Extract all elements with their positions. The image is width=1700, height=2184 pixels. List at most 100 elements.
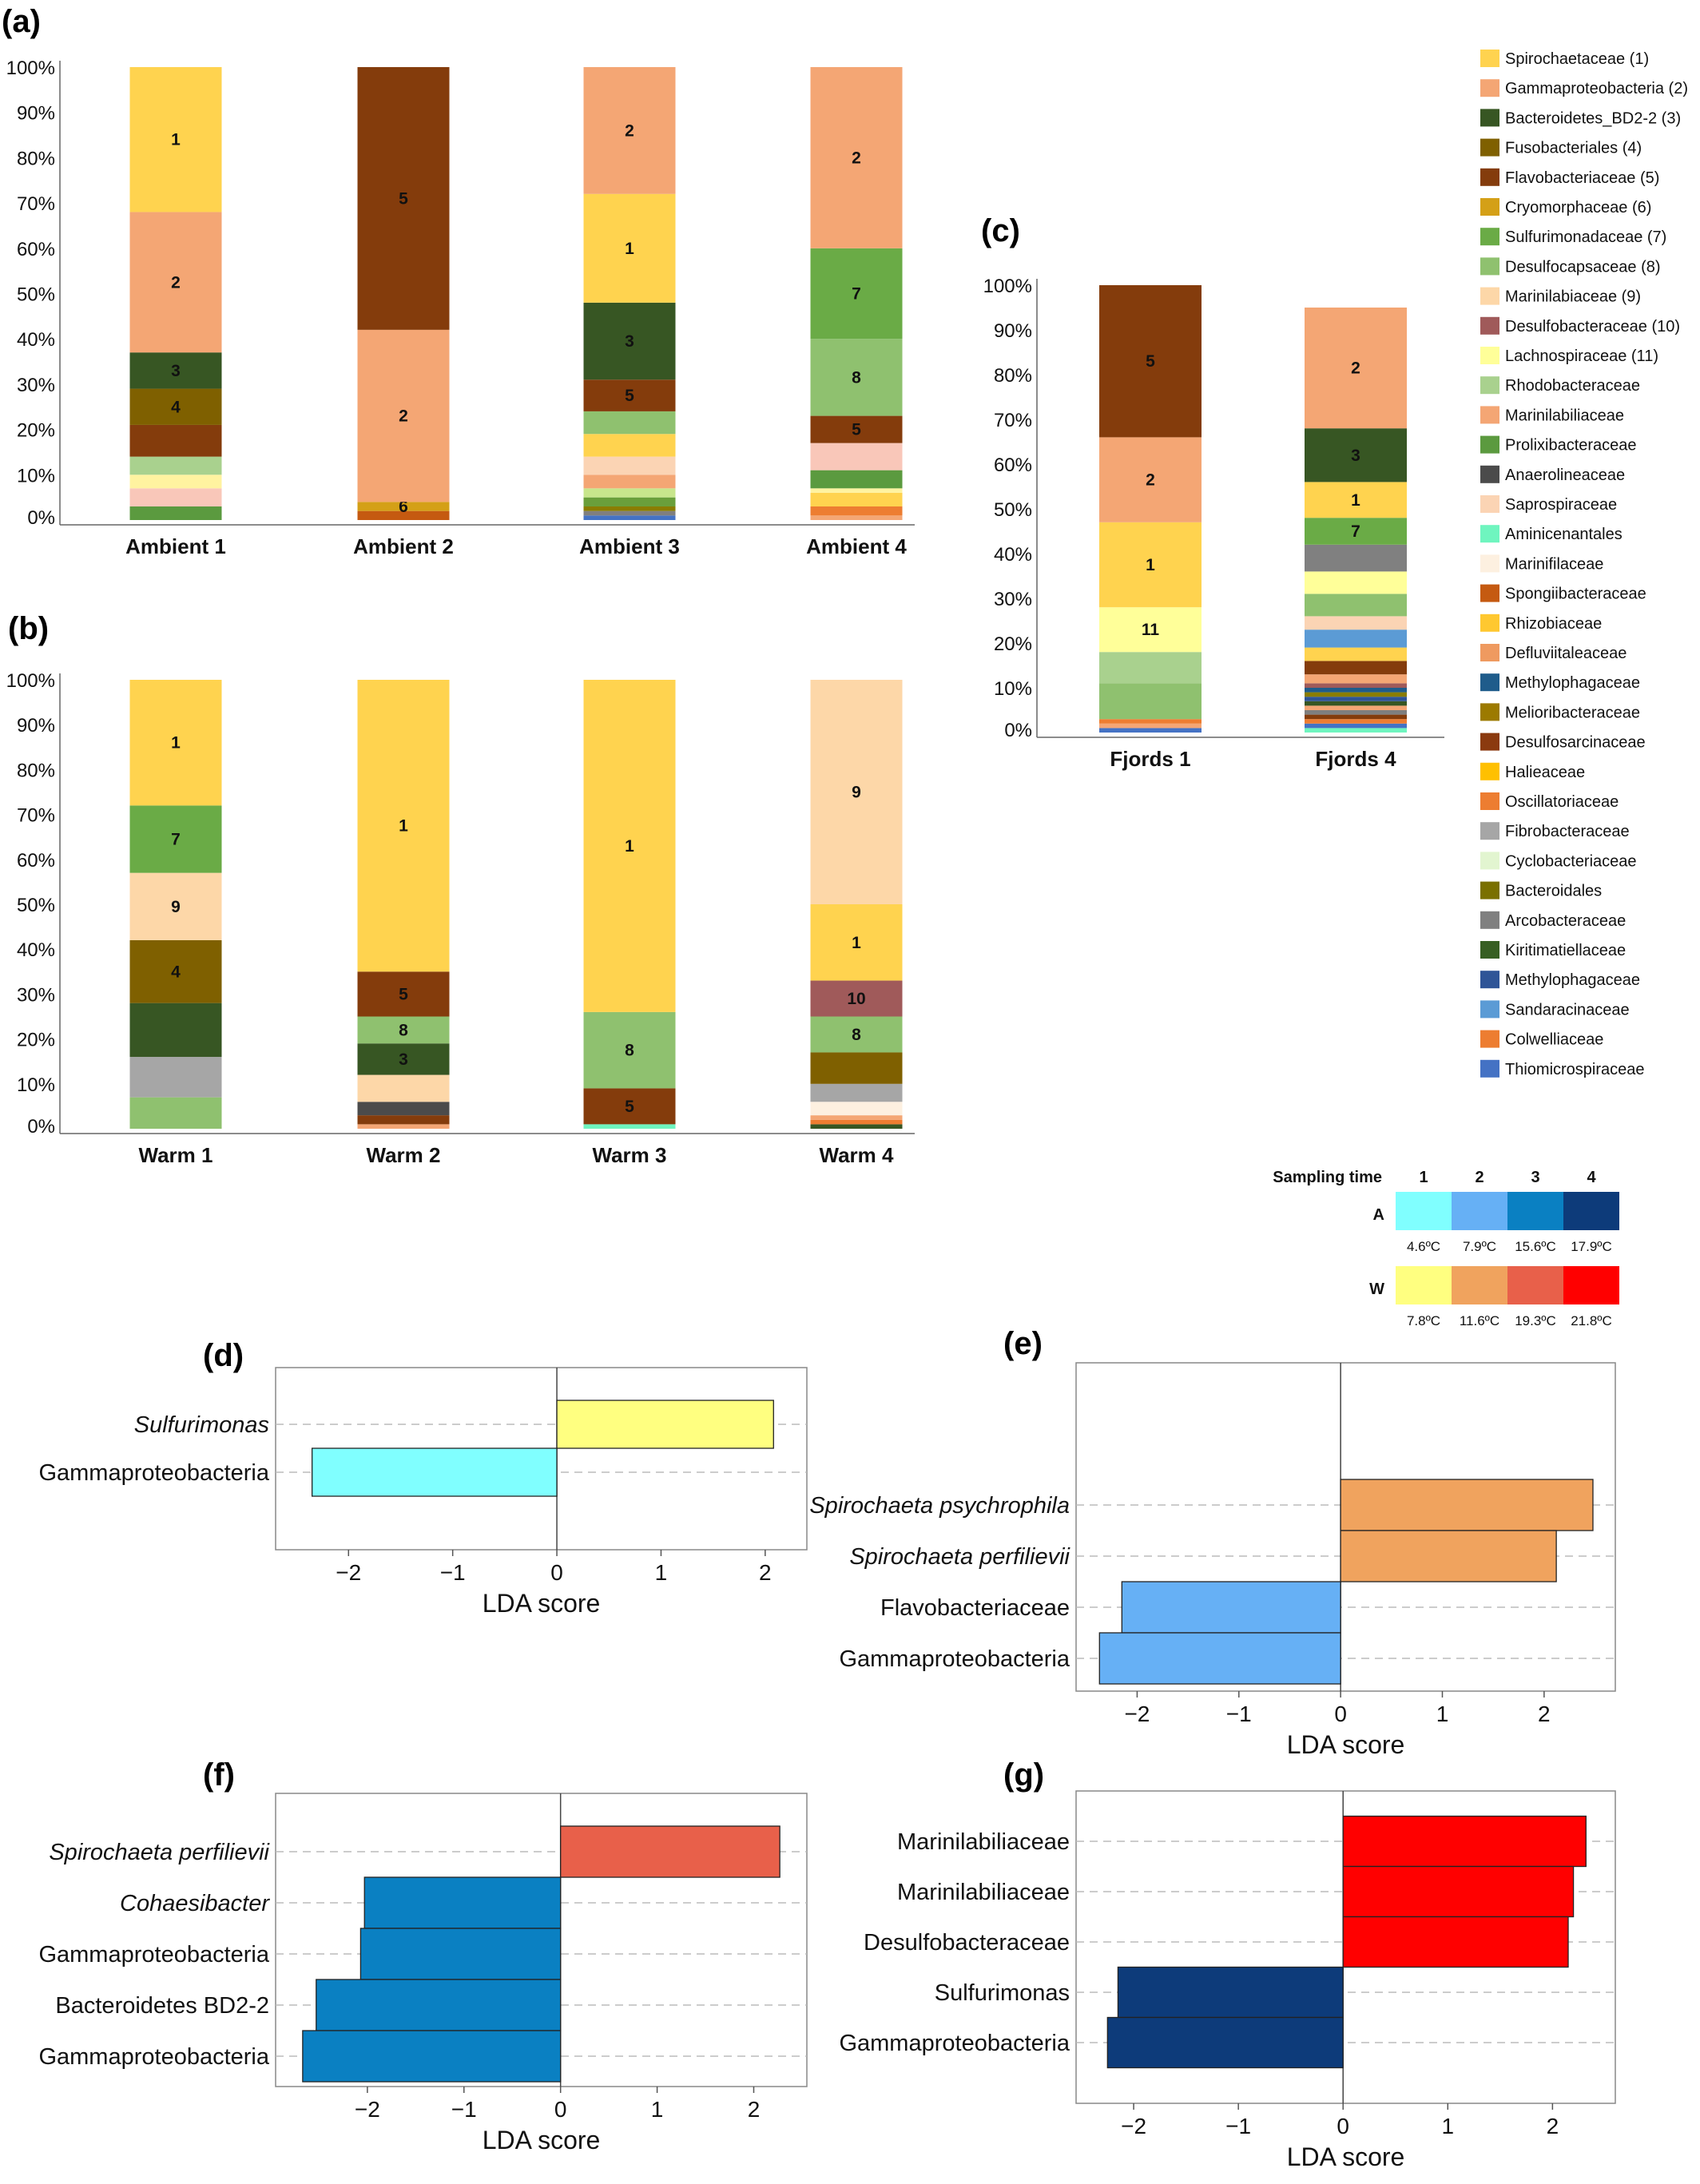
x-tick-label: 2 — [748, 2097, 761, 2122]
lda-chart-g: Marinilabiliaceae Marinilabiliaceae Desulf… — [839, 1790, 1616, 2171]
sampling-temperature: 17.9ºC — [1571, 1239, 1612, 1254]
y-tick-label: 10% — [17, 1074, 55, 1096]
y-tick-label: 30% — [994, 589, 1032, 610]
segment-label: 1 — [171, 734, 181, 752]
segment-label: 11 — [1142, 621, 1160, 639]
bar-segment — [1099, 683, 1202, 720]
segment-label: 8 — [399, 1021, 408, 1039]
bar-segment — [129, 352, 222, 389]
bar-segment — [1099, 607, 1202, 653]
legend-swatch — [1480, 881, 1499, 899]
legend-swatch — [1480, 287, 1499, 305]
y-tick-label: 40% — [17, 329, 55, 351]
legend-entry: Prolixibacteraceae — [1505, 437, 1637, 455]
category-label: Warm 2 — [367, 1143, 441, 1167]
legend-entry: Spirochaetaceae (1) — [1505, 50, 1649, 68]
x-tick-label: 1 — [655, 1560, 668, 1585]
lda-bar — [1342, 1865, 1575, 1918]
legend-swatch — [1480, 554, 1499, 573]
legend-entry: Sandaracinaceae — [1505, 1001, 1630, 1019]
segment-label: 3 — [625, 332, 634, 351]
category-label: Warm 1 — [139, 1143, 213, 1167]
sampling-color-cell — [1563, 1266, 1619, 1304]
lda-bar — [1106, 2016, 1344, 2069]
x-tick-label: 2 — [1538, 1702, 1551, 1726]
sampling-color-cell — [1396, 1192, 1452, 1230]
lda-bar — [363, 1876, 562, 1929]
segment-label: 2 — [171, 273, 181, 292]
segment-label: 9 — [852, 784, 861, 802]
bar-segment — [1099, 437, 1202, 522]
legend-entry: Methylophagaceae — [1505, 971, 1640, 989]
sampling-temperature: 11.6ºC — [1460, 1313, 1499, 1328]
lda-bar — [1340, 1530, 1557, 1582]
bar-segment — [1305, 701, 1407, 706]
legend-swatch — [1480, 495, 1499, 513]
bar-segment — [810, 980, 903, 1017]
legend-swatch — [1480, 1000, 1499, 1019]
legend-swatch — [1480, 703, 1499, 721]
sampling-row-label: A — [1373, 1206, 1384, 1224]
legend-swatch — [1480, 79, 1499, 97]
lda-chart-d: Sulfurimonas Gammaproteobacteria −2 −1 0 1 2 LD… — [38, 1367, 808, 1618]
x-tick-label: −1 — [440, 1560, 466, 1585]
bar-segment — [1305, 674, 1407, 684]
legend-entry: Cyclobacteriaceae — [1505, 852, 1637, 870]
segment-label: 5 — [399, 189, 408, 208]
lda-bar-label: Gammaproteobacteria — [839, 2031, 1070, 2056]
legend-swatch — [1480, 614, 1499, 632]
legend-swatch — [1480, 406, 1499, 424]
y-tick-label: 100% — [6, 58, 55, 79]
y-tick-label: 40% — [994, 544, 1032, 566]
legend-entry: Anaerolineaceae — [1505, 467, 1625, 484]
bar-segment — [810, 1102, 903, 1116]
bar-segment — [810, 415, 903, 443]
sampling-temperature: 7.8ºC — [1407, 1313, 1440, 1328]
bar-segment — [1305, 616, 1407, 630]
legend-entry: Spongiibacteraceae — [1505, 586, 1646, 603]
bar-segment — [1305, 719, 1407, 724]
segment-label: 5 — [852, 421, 861, 439]
segment-label: 5 — [625, 1098, 634, 1116]
sampling-time-number: 3 — [1531, 1169, 1539, 1186]
legend-entry: Marinilabiliaceae — [1505, 407, 1624, 424]
y-tick-label: 20% — [994, 633, 1032, 655]
category-label: Fjords 1 — [1110, 747, 1190, 771]
y-tick-label: 70% — [994, 410, 1032, 431]
segment-label: 5 — [399, 985, 408, 1003]
bar-segment — [810, 1083, 903, 1102]
legend-swatch — [1480, 673, 1499, 692]
bar-segment — [1305, 697, 1407, 701]
bar-segment — [129, 424, 222, 457]
sampling-temperature: 15.6ºC — [1515, 1239, 1556, 1254]
lda-chart-f: Spirochaeta perfilievii Cohaesibacter Gamm… — [38, 1793, 808, 2154]
sampling-color-cell — [1452, 1192, 1507, 1230]
plot-frame — [275, 1367, 808, 1551]
legend-entry: Saprospiraceae — [1505, 496, 1617, 514]
x-tick-label: −2 — [1124, 1702, 1150, 1726]
lda-bar-label: Marinilabiliaceae — [897, 1880, 1070, 1905]
segment-label: 2 — [1351, 359, 1360, 378]
plot-frame — [1075, 1790, 1616, 2104]
bar-segment — [583, 434, 676, 457]
legend-entry: Sulfurimonadaceae (7) — [1505, 228, 1666, 246]
y-tick-label: 50% — [17, 284, 55, 306]
legend-entry: Desulfobacteraceae (10) — [1505, 318, 1680, 336]
x-axis-title: LDA score — [483, 2126, 601, 2154]
bar-segment — [1305, 629, 1407, 648]
sampling-row-label: W — [1369, 1281, 1384, 1298]
sampling-color-cell — [1563, 1192, 1619, 1230]
lda-bar-label: Bacteroidetes BD2-2 — [55, 1993, 269, 2019]
sampling-time-title: Sampling time — [1273, 1169, 1382, 1186]
y-tick-label: 30% — [17, 984, 55, 1006]
legend-entry: Methylophagaceae — [1505, 674, 1640, 692]
legend-entry: Halieaceae — [1505, 764, 1585, 781]
bar-segment — [810, 1119, 903, 1125]
bar-segment — [583, 193, 676, 303]
legend-swatch — [1480, 792, 1499, 810]
bar-segment — [810, 1115, 903, 1120]
y-tick-label: 40% — [17, 939, 55, 961]
lda-bar — [316, 1979, 562, 2031]
bar-segment — [357, 1115, 450, 1125]
bar-segment — [1305, 688, 1407, 693]
